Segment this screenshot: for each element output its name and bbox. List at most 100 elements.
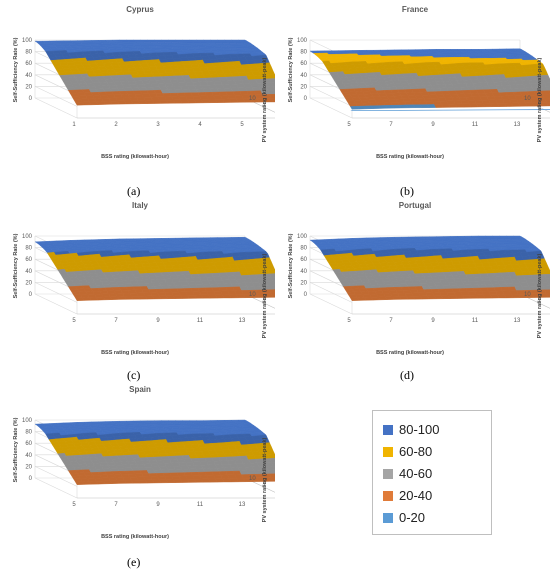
- y-axis: 14710PV system rating (kilowatt-peak): [249, 58, 268, 143]
- y-axis-label: PV system rating (kilowatt-peak): [262, 58, 268, 143]
- surface-cell: [542, 78, 550, 84]
- z-tick-label: 60: [300, 61, 307, 67]
- legend-item-40-60: 40-60: [383, 465, 432, 482]
- surface-cell: [267, 285, 275, 290]
- chart-title-italy: Italy: [132, 201, 149, 210]
- z-tick-label: 0: [29, 476, 33, 482]
- surface-cell: [545, 293, 550, 298]
- legend-swatch-40-60: [383, 468, 393, 479]
- surface-cell: [270, 82, 275, 87]
- surface-cell: [267, 469, 275, 475]
- z-tick-label: 40: [300, 269, 307, 275]
- z-tick-label: 80: [25, 50, 32, 56]
- y-tick-label: 7: [538, 103, 542, 109]
- x-tick-label: 11: [472, 318, 479, 324]
- z-tick-label: 80: [25, 430, 32, 436]
- panel-caption-d: (d): [400, 368, 414, 382]
- y-tick-label: 10: [249, 476, 256, 482]
- z-tick-label: 20: [300, 280, 307, 286]
- z-tick-label: 100: [297, 38, 308, 44]
- surface-cell: [267, 74, 275, 79]
- y-axis-label: PV system rating (kilowatt-peak): [262, 254, 268, 339]
- surface-band-0-20: [350, 109, 550, 112]
- x-tick-label: 5: [347, 122, 351, 128]
- x-axis-label: BSS rating (kilowatt-hour): [376, 350, 444, 356]
- y-tick-label: 10: [249, 292, 256, 298]
- z-tick-label: 100: [297, 234, 308, 240]
- z-tick-label: 20: [300, 84, 307, 90]
- surface-cell: [542, 94, 550, 99]
- gridline-side: [34, 282, 78, 303]
- y-axis: 14710PV system rating (kilowatt-peak): [249, 438, 268, 523]
- z-tick-label: 80: [25, 246, 32, 252]
- z-tick-label: 40: [300, 73, 307, 79]
- y-tick-label: 7: [538, 299, 542, 305]
- y-tick-label: 10: [524, 292, 531, 298]
- surface-cell: [545, 101, 550, 107]
- legend-item-20-40: 20-40: [383, 487, 432, 504]
- x-axis: 579111315BSS rating (kilowatt-hour): [72, 502, 246, 540]
- x-tick-label: 13: [514, 318, 521, 324]
- legend-label-40-60: 40-60: [399, 466, 433, 481]
- surface-cell: [544, 82, 550, 88]
- surface-cell: [544, 289, 550, 294]
- surface-cell: [272, 281, 275, 286]
- z-tick-label: 40: [25, 453, 32, 459]
- z-axis-label: Self-Sufficiency Rate (%): [13, 37, 19, 102]
- surface-italy: [34, 236, 275, 301]
- surface-cell: [542, 269, 550, 275]
- surface-cell: [270, 293, 275, 298]
- surface-portugal: [309, 235, 550, 301]
- x-tick-label: 11: [197, 318, 204, 324]
- surface-cell: [269, 94, 275, 99]
- y-axis: 14710PV system rating (kilowatt-peak): [249, 254, 268, 339]
- legend-label-20-40: 20-40: [399, 488, 433, 503]
- z-tick-label: 60: [25, 441, 32, 447]
- legend-swatch-60-80: [383, 446, 393, 457]
- x-tick-label: 7: [389, 318, 393, 324]
- z-tick-label: 100: [22, 418, 33, 424]
- legend-swatch-20-40: [383, 490, 393, 501]
- y-axis-label: PV system rating (kilowatt-peak): [537, 254, 543, 339]
- surface-cell: [272, 465, 275, 471]
- legend-item-60-80: 60-80: [383, 443, 432, 460]
- gridline-side: [309, 293, 353, 315]
- legend-item-80-100: 80-100: [383, 421, 439, 438]
- z-tick-label: 60: [300, 257, 307, 263]
- surface-cell: [267, 90, 275, 95]
- surface-france: [309, 48, 550, 112]
- x-tick-label: 5: [72, 318, 76, 324]
- z-axis-label: Self-Sufficiency Rate (%): [288, 37, 294, 102]
- z-tick-label: 80: [300, 50, 307, 56]
- chart-panel-spain: Spain 0 20 40 60 80 100 Self-Sufficiency Rate (…: [5, 380, 275, 563]
- x-axis: 579111315BSS rating (kilowatt-hour): [347, 318, 521, 356]
- x-axis-label: BSS rating (kilowatt-hour): [376, 154, 444, 160]
- x-tick-label: 1: [72, 122, 76, 128]
- surface-cell: [269, 273, 275, 279]
- z-tick-label: 40: [25, 269, 32, 275]
- x-tick-label: 13: [239, 502, 246, 508]
- y-tick-label: 7: [263, 483, 267, 489]
- z-tick-label: 60: [25, 61, 32, 67]
- panel-caption-b: (b): [400, 184, 414, 198]
- z-tick-label: 20: [25, 464, 32, 470]
- surface-cell: [544, 98, 550, 103]
- surface-cell: [269, 289, 275, 294]
- x-axis-label: BSS rating (kilowatt-hour): [101, 534, 169, 540]
- z-tick-label: 100: [22, 234, 33, 240]
- chart-panel-italy: Italy 0 20 40 60 80 100 Self-Sufficiency Rate (…: [5, 196, 275, 379]
- legend-swatch-80-100: [383, 424, 393, 435]
- legend-label-80-100: 80-100: [399, 422, 440, 437]
- panel-caption-e: (e): [127, 555, 141, 569]
- floor-edge: [77, 477, 275, 499]
- y-axis-label: PV system rating (kilowatt-peak): [262, 438, 268, 523]
- z-tick-label: 0: [29, 96, 33, 102]
